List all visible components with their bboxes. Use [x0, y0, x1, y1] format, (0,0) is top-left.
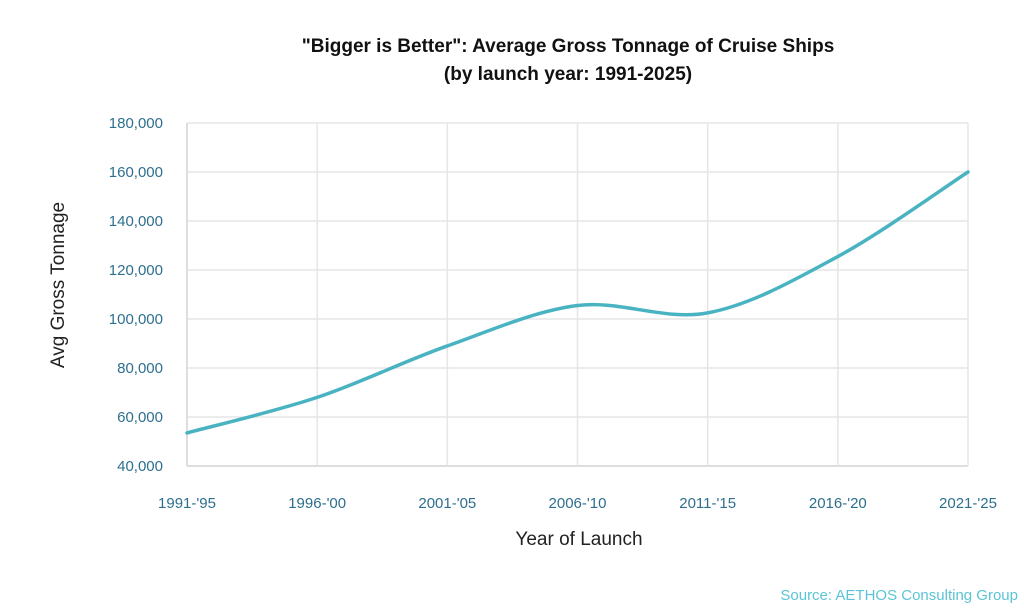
y-tick-label: 160,000	[109, 164, 163, 181]
x-tick-label: 1996-'00	[288, 495, 346, 512]
source-note: Source: AETHOS Consulting Group	[780, 587, 1018, 604]
x-tick-label: 2006-'10	[549, 495, 607, 512]
x-tick-label: 1991-'95	[158, 495, 216, 512]
series-line	[185, 170, 970, 435]
y-tick-label: 180,000	[109, 115, 163, 132]
x-tick-label: 2011-'15	[679, 495, 736, 512]
x-tick-label: 2016-'20	[809, 495, 867, 512]
chart-subtitle: (by launch year: 1991-2025)	[444, 64, 692, 85]
y-tick-label: 60,000	[117, 409, 163, 426]
y-tick-label: 100,000	[109, 311, 163, 328]
x-axis-label: Year of Launch	[515, 529, 642, 550]
chart-title: "Bigger is Better": Average Gross Tonnag…	[302, 36, 835, 57]
y-tick-label: 80,000	[117, 360, 163, 377]
y-tick-label: 40,000	[117, 458, 163, 475]
x-tick-label: 2001-'05	[418, 495, 476, 512]
x-tick-label: 2021-'25	[939, 495, 997, 512]
y-axis-label: Avg Gross Tonnage	[48, 202, 69, 368]
y-tick-label: 140,000	[109, 213, 163, 230]
y-tick-label: 120,000	[109, 262, 163, 279]
